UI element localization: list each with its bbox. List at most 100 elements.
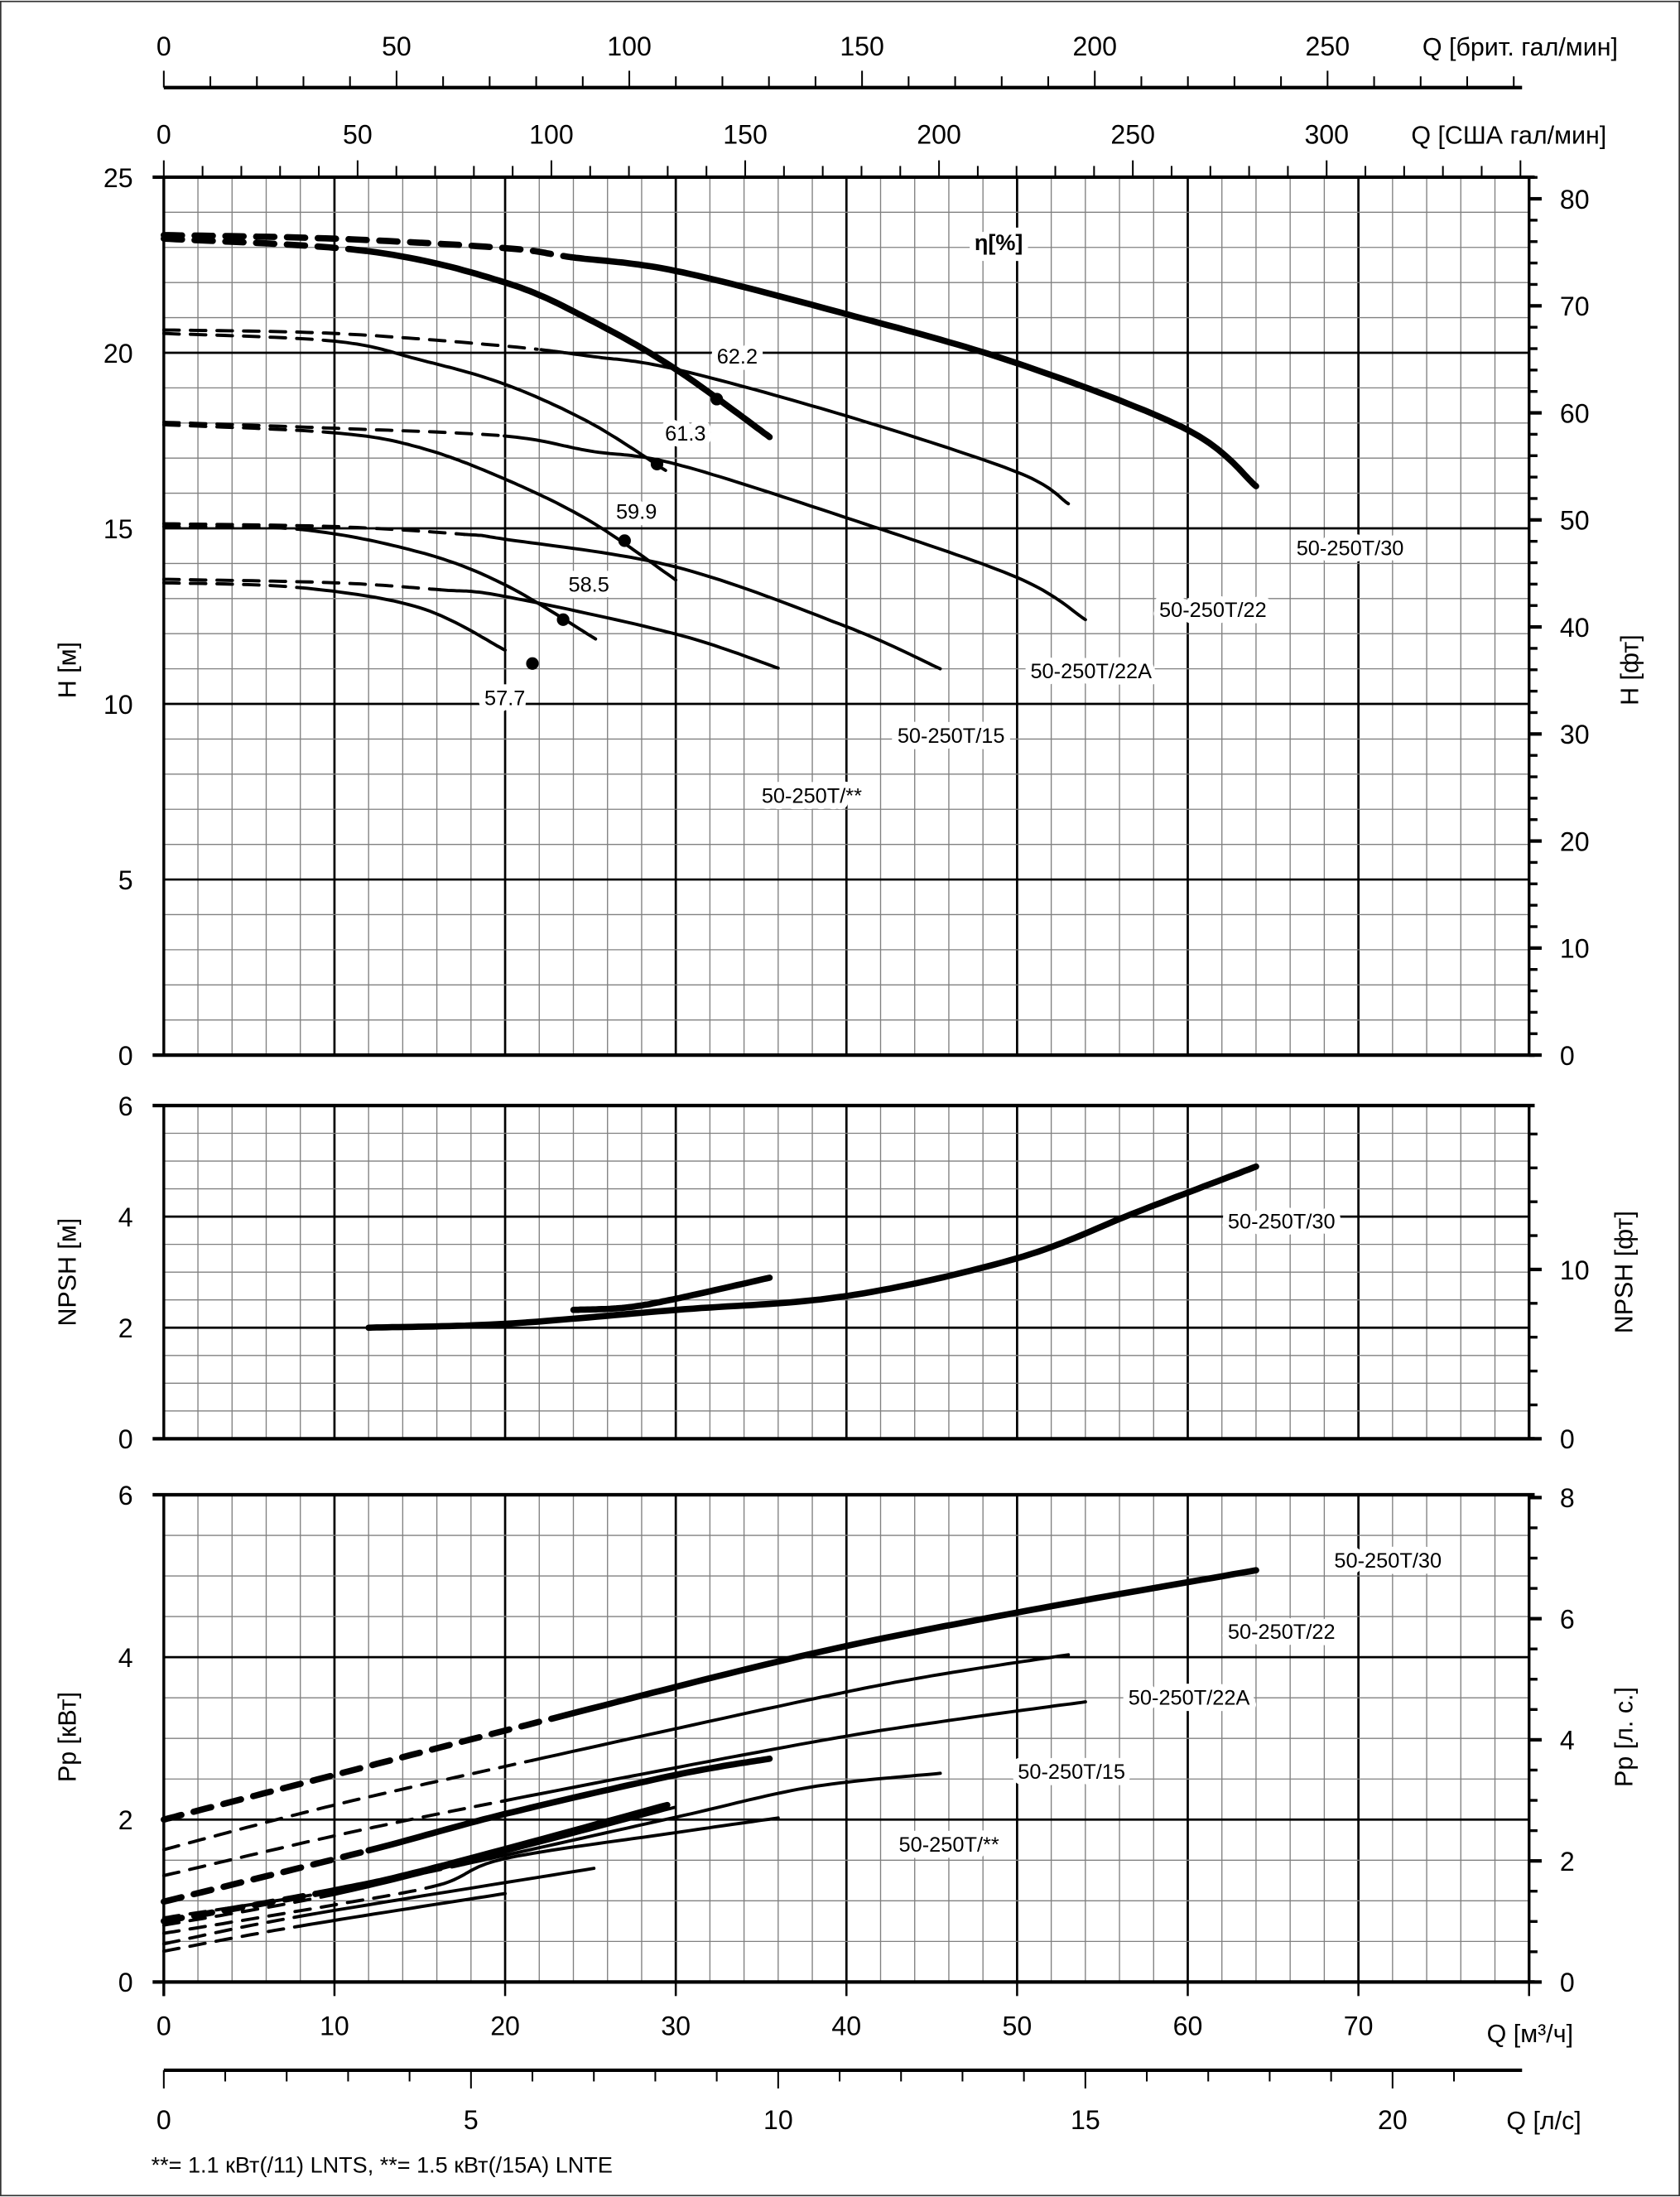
y-right-tick-label: 20 bbox=[1560, 826, 1590, 856]
head-curve-1 bbox=[539, 348, 1071, 506]
head-curve-dashed-0 bbox=[161, 232, 575, 261]
head-curve-9 bbox=[298, 585, 507, 653]
x-tick-label: 40 bbox=[831, 2012, 861, 2041]
power-curve-2 bbox=[502, 1700, 1087, 1803]
power-curve-dashed-6 bbox=[161, 1886, 338, 1925]
head-curve-dashed-2 bbox=[161, 421, 506, 438]
y-right-tick-label: 0 bbox=[1560, 1424, 1575, 1454]
power-curve-dashed-2 bbox=[161, 1799, 505, 1877]
npsh-curve-0 bbox=[365, 1163, 1259, 1332]
efficiency-value-label: 62.2 bbox=[717, 345, 758, 369]
y-right-tick-label: 50 bbox=[1560, 506, 1590, 536]
head-curve-dashed-4 bbox=[161, 577, 442, 592]
power-curve-9 bbox=[298, 1891, 507, 1928]
us-gpm-tick-label: 100 bbox=[529, 119, 574, 149]
uk-gpm-tick-label: 0 bbox=[156, 31, 171, 61]
head-curve-5 bbox=[365, 248, 773, 441]
x-tick-label: 0 bbox=[156, 2012, 171, 2041]
x-tick-label: 20 bbox=[490, 2012, 520, 2041]
us-gpm-tick-label: 200 bbox=[917, 119, 961, 149]
head-ylabel-right: H [фт] bbox=[1615, 634, 1644, 706]
x-tick-label: 70 bbox=[1344, 2012, 1374, 2041]
head-curve-3 bbox=[462, 532, 942, 671]
y-right-tick-label: 70 bbox=[1560, 291, 1590, 321]
power-curve-dashed-8 bbox=[161, 1915, 302, 1946]
x-tick-label: 10 bbox=[320, 2012, 349, 2041]
power-curve-5 bbox=[365, 1755, 773, 1854]
y-tick-label: 15 bbox=[103, 514, 133, 544]
power-curve-dashed-4 bbox=[161, 1882, 442, 1935]
y-tick-label: 2 bbox=[118, 1313, 133, 1343]
top-uk-axis-label: Q [брит. гал/мин] bbox=[1422, 33, 1618, 61]
y-tick-label: 4 bbox=[118, 1643, 133, 1673]
y-right-tick-label: 60 bbox=[1560, 398, 1590, 428]
y-tick-label: 10 bbox=[103, 690, 133, 720]
bottom-m3h-axis-label: Q [м³/ч] bbox=[1487, 2020, 1573, 2048]
top-us-axis-label: Q [США гал/мин] bbox=[1411, 121, 1606, 149]
y-right-tick-label: 30 bbox=[1560, 720, 1590, 749]
power-series-label: 50-250T/22A bbox=[1129, 1687, 1250, 1710]
npsh-series-label: 50-250T/30 bbox=[1228, 1211, 1336, 1234]
ls-tick-label: 5 bbox=[464, 2105, 479, 2135]
head-curve-0 bbox=[568, 253, 1259, 489]
head-curve-dashed-3 bbox=[161, 522, 466, 537]
ls-tick-label: 0 bbox=[156, 2105, 171, 2135]
power-curve-dashed-0 bbox=[161, 1712, 570, 1824]
y-tick-label: 2 bbox=[118, 1805, 133, 1835]
bottom-ls-axis-label: Q [л/с] bbox=[1506, 2107, 1581, 2135]
uk-gpm-tick-label: 200 bbox=[1072, 31, 1117, 61]
x-tick-label: 30 bbox=[661, 2012, 691, 2041]
power-series-label: 50-250T/** bbox=[899, 1833, 999, 1857]
us-gpm-tick-label: 300 bbox=[1304, 119, 1349, 149]
power-curve-0 bbox=[563, 1567, 1259, 1718]
npsh-ylabel-right: NPSH [фт] bbox=[1610, 1211, 1639, 1333]
power-ylabel: Pp [кВт] bbox=[53, 1692, 81, 1782]
us-gpm-tick-label: 250 bbox=[1110, 119, 1155, 149]
power-series-label: 50-250T/15 bbox=[1018, 1761, 1125, 1784]
power-curve-6 bbox=[331, 1801, 671, 1894]
y-tick-label: 6 bbox=[118, 1091, 133, 1121]
y-tick-label: 0 bbox=[118, 1424, 133, 1454]
y-right-tick-label: 8 bbox=[1560, 1483, 1575, 1513]
y-right-tick-label: 0 bbox=[1560, 1968, 1575, 1997]
ls-tick-label: 10 bbox=[763, 2105, 793, 2135]
head-curve-2 bbox=[503, 434, 1087, 622]
head-ylabel: H [м] bbox=[53, 642, 81, 698]
power-curve-3 bbox=[462, 1771, 942, 1867]
head-curve-dashed-6 bbox=[161, 331, 336, 343]
efficiency-point-5 bbox=[710, 393, 724, 406]
efficiency-point-6 bbox=[650, 457, 664, 470]
efficiency-point-9 bbox=[526, 657, 539, 670]
uk-gpm-tick-label: 150 bbox=[840, 31, 884, 61]
uk-gpm-tick-label: 100 bbox=[607, 31, 652, 61]
efficiency-value-label: 59.9 bbox=[616, 500, 657, 523]
power-curve-7 bbox=[332, 1805, 676, 1896]
efficiency-label: η[%] bbox=[975, 230, 1023, 255]
uk-gpm-tick-label: 50 bbox=[382, 31, 412, 61]
us-gpm-tick-label: 50 bbox=[343, 119, 373, 149]
power-ylabel-right: Pp [л. с.] bbox=[1610, 1687, 1639, 1787]
y-tick-label: 0 bbox=[118, 1041, 133, 1071]
efficiency-point-8 bbox=[556, 613, 570, 626]
y-tick-label: 5 bbox=[118, 865, 133, 895]
y-right-tick-label: 40 bbox=[1560, 613, 1590, 643]
npsh-ylabel: NPSH [м] bbox=[53, 1218, 81, 1327]
y-right-tick-label: 6 bbox=[1560, 1604, 1575, 1634]
us-gpm-tick-label: 0 bbox=[156, 119, 171, 149]
y-tick-label: 4 bbox=[118, 1202, 133, 1232]
power-curve-4 bbox=[438, 1816, 780, 1886]
head-series-label: 50-250T/22 bbox=[1159, 599, 1267, 622]
head-curve-dashed-5 bbox=[161, 235, 373, 255]
head-series-label: 50-250T/** bbox=[762, 785, 862, 808]
y-right-tick-label: 10 bbox=[1560, 1255, 1590, 1285]
head-series-label: 50-250T/22A bbox=[1030, 660, 1152, 683]
x-tick-label: 50 bbox=[1003, 2012, 1033, 2041]
head-curve-dashed-8 bbox=[161, 524, 302, 532]
ls-tick-label: 20 bbox=[1378, 2105, 1408, 2135]
ls-tick-label: 15 bbox=[1071, 2105, 1100, 2135]
footnote: **= 1.1 кВт(/11) LNTS, **= 1.5 кВт(/15A)… bbox=[152, 2152, 613, 2177]
power-curve-1 bbox=[531, 1653, 1071, 1762]
y-right-tick-label: 2 bbox=[1560, 1847, 1575, 1877]
x-tick-label: 60 bbox=[1173, 2012, 1203, 2041]
uk-gpm-tick-label: 250 bbox=[1306, 31, 1350, 61]
